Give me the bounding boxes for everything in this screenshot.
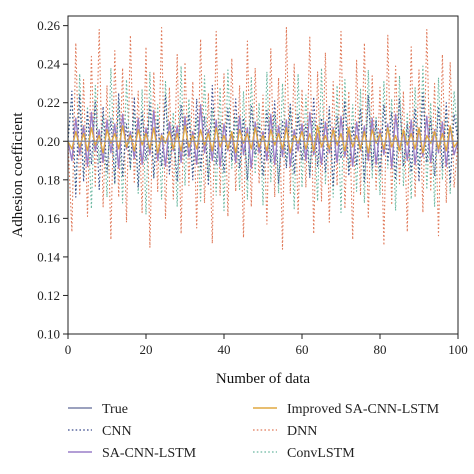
y-tick-label: 0.20 [37, 134, 60, 149]
x-tick-label: 40 [218, 342, 231, 357]
y-axis: 0.10 0.12 0.14 0.16 0.18 0.20 0.22 0.24 0.26 [37, 18, 68, 342]
y-tick-label: 0.10 [37, 327, 60, 342]
y-tick-label: 0.18 [37, 172, 60, 187]
legend-label-improved-sa-cnn-lstm: Improved SA-CNN-LSTM [287, 402, 440, 417]
y-tick-label: 0.24 [37, 57, 60, 72]
x-axis: 0 20 40 60 80 100 [65, 334, 468, 357]
y-tick-label: 0.12 [37, 288, 60, 303]
series-line-sa-cnn-lstm [68, 104, 458, 169]
y-tick-label: 0.26 [37, 18, 60, 33]
y-tick-label: 0.22 [37, 95, 60, 110]
x-tick-label: 0 [65, 342, 72, 357]
series-line-cnn [68, 84, 458, 198]
series-layer [68, 27, 458, 250]
y-tick-label: 0.16 [37, 211, 60, 226]
legend-label-dnn: DNN [287, 424, 317, 439]
y-tick-label: 0.14 [37, 249, 60, 264]
series-line-dnn [68, 27, 458, 250]
legend-label-convlstm: ConvLSTM [287, 446, 355, 461]
x-axis-title: Number of data [216, 371, 310, 387]
x-tick-label: 60 [296, 342, 309, 357]
x-tick-label: 20 [140, 342, 153, 357]
legend-label-sa-cnn-lstm: SA-CNN-LSTM [102, 446, 197, 461]
legend: True CNN SA-CNN-LSTM Improved SA-CNN-LSTM DN… [68, 402, 440, 461]
legend-label-true: True [102, 402, 128, 417]
x-tick-label: 100 [448, 342, 468, 357]
y-axis-title: Adhesion coefficient [10, 112, 26, 238]
plot-frame [67, 15, 459, 335]
legend-label-cnn: CNN [102, 424, 132, 439]
series-line-convlstm [68, 65, 458, 216]
x-tick-label: 80 [374, 342, 387, 357]
series-line-improved-sa-cnn-lstm [68, 125, 458, 154]
